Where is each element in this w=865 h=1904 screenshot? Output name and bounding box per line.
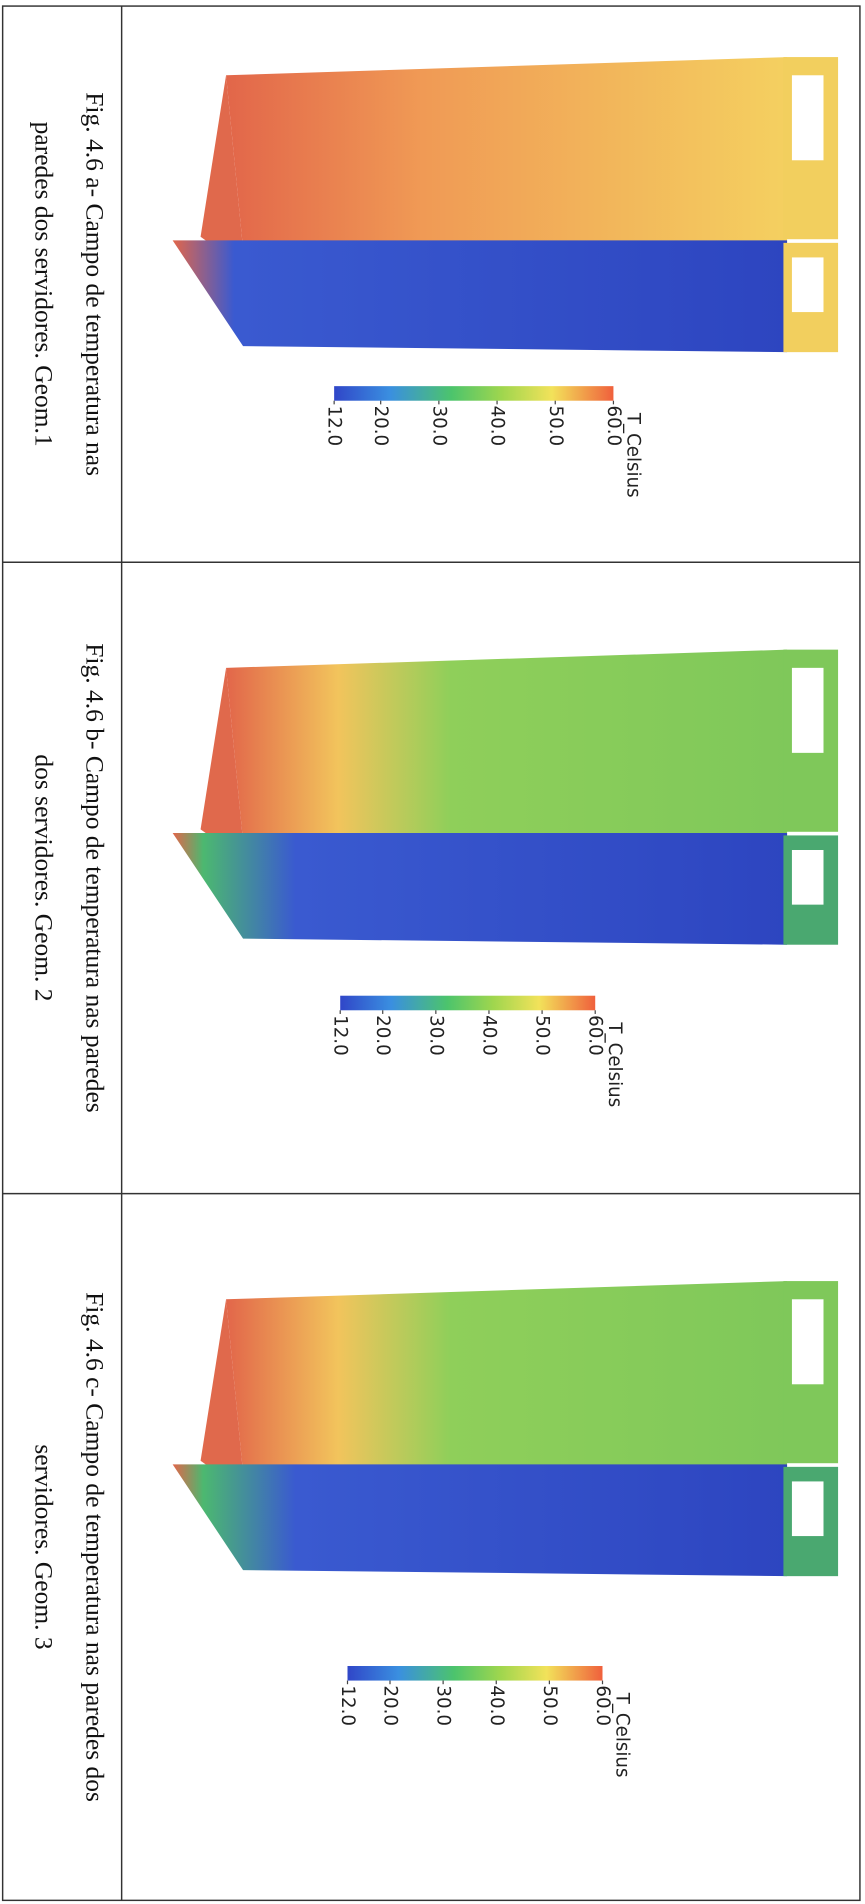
caption-line: paredes dos servidores. Geom.1 bbox=[29, 122, 58, 447]
temperature-field-image bbox=[173, 650, 838, 945]
colorbar-title: T_Celsius bbox=[611, 1692, 632, 1778]
colorbar-tick-label: 12.0 bbox=[337, 1685, 358, 1726]
caption-line: dos servidores. Geom. 2 bbox=[29, 754, 58, 1001]
page: Fig. 4.6 a- Campo de temperatura nas pare… bbox=[0, 0, 865, 1904]
colorbar-tick-label: 20.0 bbox=[370, 406, 391, 447]
caption-line: Fig. 4.6 b- Campo de temperatura nas par… bbox=[80, 643, 109, 1112]
bracket-hole bbox=[792, 1481, 824, 1536]
colorbar-tick-label: 60.0 bbox=[592, 1685, 613, 1726]
bracket-hole bbox=[792, 668, 824, 753]
colorbar-tick-label: 50.0 bbox=[545, 406, 566, 447]
colorbar-tick-label: 30.0 bbox=[433, 1685, 454, 1726]
colorbar-tick-label: 40.0 bbox=[486, 1685, 507, 1726]
temperature-field-image bbox=[173, 57, 838, 352]
front-wall bbox=[173, 240, 787, 352]
colorbar bbox=[334, 386, 613, 401]
colorbar-title: T_Celsius bbox=[604, 1021, 625, 1107]
bracket-hole bbox=[792, 850, 824, 905]
colorbar-title: T_Celsius bbox=[622, 412, 643, 498]
colorbar-tick-label: 20.0 bbox=[372, 1015, 393, 1056]
bracket-hole bbox=[792, 75, 824, 160]
table-row: Fig. 4.6 a- Campo de temperatura nas pare… bbox=[29, 57, 838, 498]
caption-line: Fig. 4.6 a- Campo de temperatura nas bbox=[80, 92, 109, 476]
colorbar-tick-label: 30.0 bbox=[425, 1015, 446, 1056]
bracket-hole bbox=[792, 1299, 824, 1384]
colorbar-tick-label: 12.0 bbox=[330, 1015, 351, 1056]
colorbar-tick-label: 20.0 bbox=[379, 1685, 400, 1726]
front-wall bbox=[173, 833, 787, 945]
back-wall bbox=[226, 57, 787, 249]
table-row: Fig. 4.6 b- Campo de temperatura nas par… bbox=[29, 643, 838, 1112]
temperature-field-image bbox=[173, 1281, 838, 1576]
front-wall bbox=[173, 1464, 787, 1576]
colorbar-tick-label: 12.0 bbox=[324, 406, 345, 447]
table-row: Fig. 4.6 c- Campo de temperatura nas par… bbox=[29, 1281, 838, 1802]
colorbar-tick-label: 40.0 bbox=[478, 1015, 499, 1056]
colorbar-tick-label: 50.0 bbox=[539, 1685, 560, 1726]
colorbar-tick-label: 60.0 bbox=[585, 1015, 606, 1056]
colorbar-tick-label: 40.0 bbox=[487, 406, 508, 447]
colorbar bbox=[348, 1666, 603, 1681]
colorbar bbox=[340, 996, 595, 1011]
colorbar-tick-label: 60.0 bbox=[603, 406, 624, 447]
caption-line: Fig. 4.6 c- Campo de temperatura nas par… bbox=[80, 1292, 109, 1802]
back-wall bbox=[226, 650, 787, 842]
back-wall bbox=[226, 1281, 787, 1473]
caption-line: servidores. Geom. 3 bbox=[29, 1444, 58, 1649]
colorbar-tick-label: 50.0 bbox=[532, 1015, 553, 1056]
bracket-hole bbox=[792, 257, 824, 312]
colorbar-tick-label: 30.0 bbox=[428, 406, 449, 447]
